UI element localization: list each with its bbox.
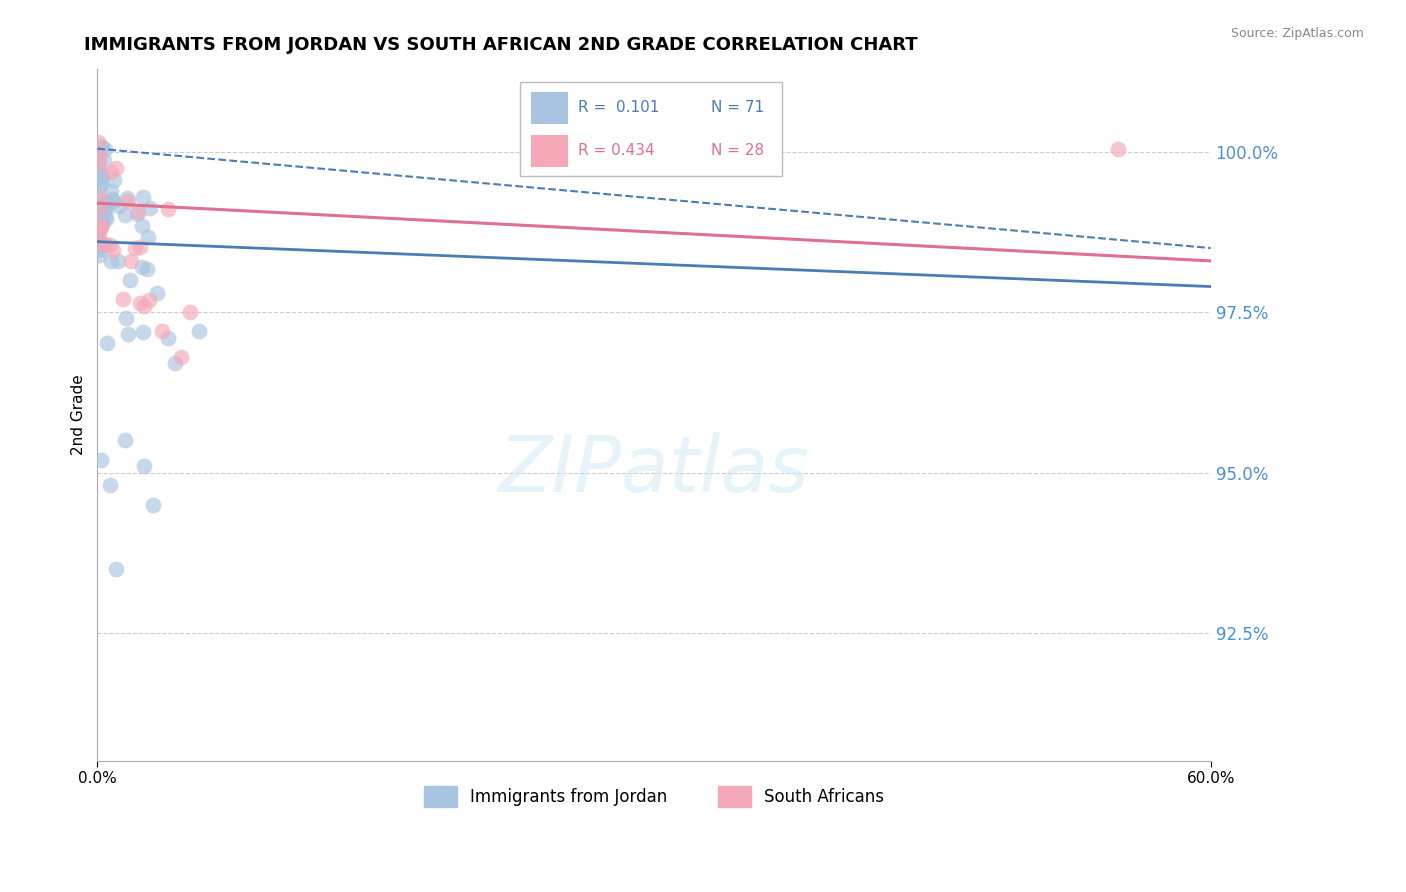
Point (87, 171, 110, 186)
Point (127, 206, 149, 220)
Point (120, 253, 142, 268)
Point (101, 192, 124, 206)
Point (96, 336, 118, 351)
Point (136, 261, 159, 276)
Point (115, 191, 138, 205)
Point (94, 142, 117, 156)
Point (100, 165, 122, 179)
Point (87, 146, 110, 161)
Point (156, 331, 179, 345)
Point (103, 173, 125, 187)
Text: Source: ZipAtlas.com: Source: ZipAtlas.com (1230, 27, 1364, 40)
Point (132, 459, 155, 474)
Point (114, 434, 136, 448)
Point (90, 169, 112, 183)
Point (132, 325, 155, 339)
Point (91, 215, 114, 229)
Point (117, 327, 139, 342)
Point (90, 199, 112, 213)
Point (91, 140, 114, 154)
Point (89, 204, 111, 219)
Point (170, 350, 193, 364)
Point (87, 200, 110, 214)
Point (89, 217, 111, 231)
Point (89, 191, 111, 205)
Point (136, 229, 159, 244)
Point (139, 201, 162, 215)
Point (100, 238, 122, 252)
Y-axis label: 2nd Grade: 2nd Grade (72, 375, 86, 455)
Point (87, 247, 110, 261)
Point (104, 161, 127, 175)
Point (90, 169, 112, 184)
Point (127, 205, 149, 219)
Point (1107, 142, 1129, 156)
Point (94, 237, 117, 252)
Point (90, 452, 112, 467)
Point (89, 219, 111, 234)
Point (87, 232, 110, 246)
Point (93, 203, 115, 218)
Point (132, 190, 155, 204)
Point (124, 241, 146, 255)
Point (145, 285, 167, 300)
Point (89, 236, 111, 251)
Point (93, 210, 115, 224)
Point (150, 325, 173, 339)
Point (156, 202, 179, 216)
Point (93, 153, 115, 168)
Point (89, 219, 111, 233)
Point (100, 184, 122, 198)
Point (179, 305, 201, 319)
Point (98, 478, 121, 492)
Point (87, 136, 110, 150)
Point (89, 166, 111, 180)
Point (87, 155, 110, 169)
Point (115, 310, 138, 325)
Point (90, 238, 112, 252)
Point (100, 253, 122, 268)
Point (128, 296, 150, 310)
Point (128, 240, 150, 254)
Point (87, 149, 110, 163)
Point (89, 178, 111, 193)
Point (96, 196, 118, 211)
Point (90, 219, 112, 233)
Point (142, 498, 165, 512)
Point (89, 223, 111, 237)
Point (118, 273, 141, 287)
Point (107, 199, 129, 213)
Point (132, 299, 155, 313)
Point (91, 236, 114, 251)
Point (107, 254, 129, 268)
Point (89, 202, 111, 216)
Point (117, 194, 139, 208)
Point (101, 194, 124, 209)
Point (112, 293, 135, 307)
Point (138, 293, 160, 307)
Point (101, 243, 124, 257)
Point (188, 325, 211, 339)
Point (90, 176, 112, 190)
Point (94, 212, 117, 227)
Point (131, 260, 153, 275)
Point (87, 192, 110, 206)
Point (165, 357, 187, 371)
Text: IMMIGRANTS FROM JORDAN VS SOUTH AFRICAN 2ND GRADE CORRELATION CHART: IMMIGRANTS FROM JORDAN VS SOUTH AFRICAN … (84, 36, 918, 54)
Point (90, 205, 112, 219)
Point (87, 226, 110, 240)
Point (90, 139, 112, 153)
Point (87, 154, 110, 169)
Point (96, 203, 118, 218)
Point (131, 219, 153, 233)
Text: ZIPatlas: ZIPatlas (499, 433, 810, 508)
Point (114, 209, 136, 223)
Point (104, 562, 127, 576)
Point (90, 217, 112, 231)
Point (87, 243, 110, 257)
Point (90, 198, 112, 212)
Point (89, 213, 111, 227)
Point (90, 166, 112, 180)
Legend: Immigrants from Jordan, South Africans: Immigrants from Jordan, South Africans (415, 778, 893, 815)
